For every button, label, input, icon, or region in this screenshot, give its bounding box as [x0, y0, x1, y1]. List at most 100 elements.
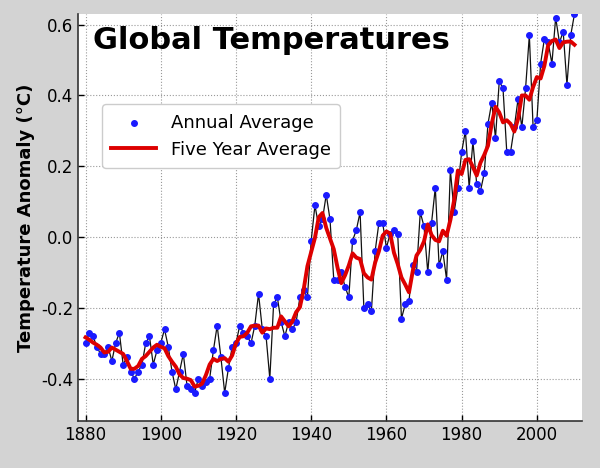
Annual Average: [171, 386, 181, 393]
Five Year Average: [191, 384, 198, 389]
Annual Average: [423, 269, 433, 276]
Annual Average: [442, 276, 451, 283]
Annual Average: [559, 28, 568, 36]
Annual Average: [547, 60, 557, 67]
Annual Average: [100, 350, 109, 358]
Annual Average: [506, 148, 515, 156]
Annual Average: [310, 202, 320, 209]
Annual Average: [284, 318, 293, 326]
Annual Average: [201, 379, 211, 386]
Annual Average: [536, 60, 545, 67]
Annual Average: [566, 31, 575, 39]
Annual Average: [382, 244, 391, 251]
Annual Average: [468, 138, 478, 145]
Annual Average: [163, 343, 173, 351]
Annual Average: [186, 386, 196, 393]
Annual Average: [397, 315, 406, 322]
Annual Average: [141, 340, 151, 347]
Annual Average: [107, 357, 116, 365]
Annual Average: [551, 14, 560, 22]
Annual Average: [209, 347, 218, 354]
Annual Average: [220, 389, 229, 396]
Text: Global Temperatures: Global Temperatures: [93, 26, 450, 55]
Annual Average: [344, 293, 353, 301]
Annual Average: [254, 290, 263, 298]
Five Year Average: [334, 265, 341, 271]
Annual Average: [96, 350, 106, 358]
Annual Average: [487, 99, 497, 106]
Annual Average: [367, 307, 376, 315]
Annual Average: [148, 361, 158, 368]
Annual Average: [449, 209, 459, 216]
Annual Average: [317, 216, 327, 223]
Annual Average: [277, 318, 286, 326]
Annual Average: [130, 375, 139, 382]
Annual Average: [250, 322, 260, 329]
Five Year Average: [82, 335, 89, 340]
Annual Average: [299, 286, 308, 294]
Annual Average: [434, 262, 444, 269]
Annual Average: [152, 347, 162, 354]
Annual Average: [374, 219, 383, 227]
Annual Average: [216, 354, 226, 361]
Annual Average: [363, 300, 373, 308]
Annual Average: [122, 354, 131, 361]
Annual Average: [302, 293, 312, 301]
Five Year Average: [458, 171, 465, 177]
Annual Average: [337, 269, 346, 276]
Annual Average: [479, 169, 489, 177]
Annual Average: [438, 248, 448, 255]
Annual Average: [272, 293, 282, 301]
Annual Average: [370, 248, 380, 255]
Five Year Average: [266, 326, 274, 332]
Annual Average: [389, 226, 399, 234]
Annual Average: [194, 375, 203, 382]
Five Year Average: [571, 42, 578, 48]
Y-axis label: Temperature Anomaly (°C): Temperature Anomaly (°C): [17, 83, 35, 352]
Annual Average: [160, 325, 169, 333]
Annual Average: [502, 148, 512, 156]
Annual Average: [182, 382, 192, 389]
Annual Average: [212, 322, 222, 329]
Annual Average: [197, 382, 207, 389]
Annual Average: [464, 184, 474, 191]
Annual Average: [532, 117, 542, 124]
Annual Average: [415, 209, 425, 216]
Annual Average: [393, 230, 403, 237]
Annual Average: [235, 322, 245, 329]
Annual Average: [509, 124, 519, 131]
Annual Average: [118, 361, 128, 368]
Annual Average: [453, 184, 463, 191]
Annual Average: [227, 343, 237, 351]
Five Year Average: [552, 37, 559, 42]
Annual Average: [517, 124, 527, 131]
Annual Average: [431, 184, 440, 191]
Annual Average: [378, 219, 388, 227]
Annual Average: [333, 276, 343, 283]
Annual Average: [412, 269, 421, 276]
Annual Average: [529, 124, 538, 131]
Annual Average: [261, 332, 271, 340]
Annual Average: [461, 127, 470, 135]
Annual Average: [307, 237, 316, 244]
Annual Average: [539, 35, 549, 43]
Annual Average: [544, 39, 553, 46]
Annual Average: [103, 343, 113, 351]
Five Year Average: [278, 314, 285, 319]
Annual Average: [457, 148, 466, 156]
Annual Average: [115, 329, 124, 336]
Annual Average: [133, 368, 143, 375]
Annual Average: [257, 325, 267, 333]
Annual Average: [269, 300, 278, 308]
Annual Average: [400, 300, 410, 308]
Annual Average: [569, 10, 579, 18]
Annual Average: [329, 276, 338, 283]
Annual Average: [359, 304, 368, 312]
Annual Average: [348, 237, 358, 244]
Annual Average: [175, 368, 184, 375]
Annual Average: [419, 223, 429, 230]
Annual Average: [325, 216, 335, 223]
Annual Average: [340, 283, 350, 291]
Annual Average: [404, 297, 414, 305]
Five Year Average: [127, 366, 134, 372]
